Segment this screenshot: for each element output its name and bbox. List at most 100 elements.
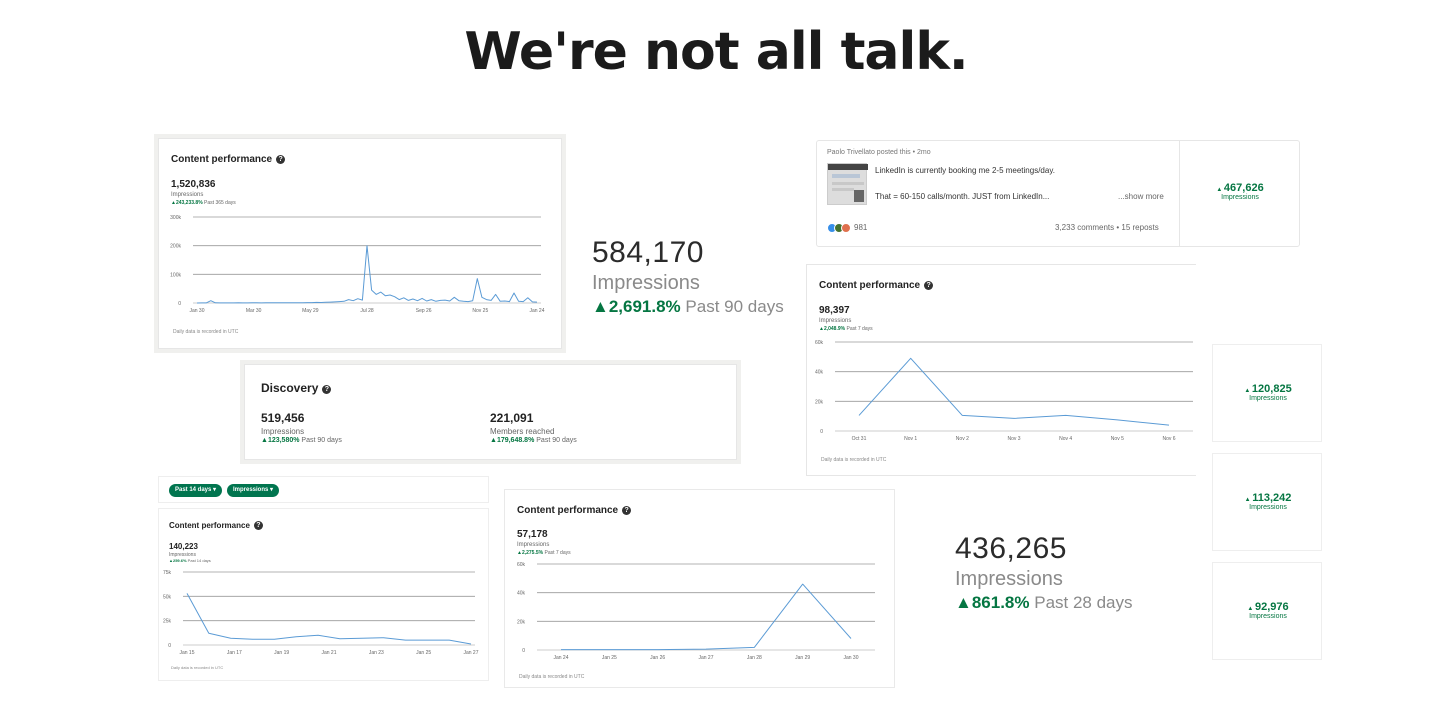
post-impressions: ▲ 467,626 Impressions <box>1180 182 1300 201</box>
impressions-value: 120,825 <box>1251 383 1292 395</box>
impressions-delta: ▲2,691.8% Past 90 days <box>592 297 784 316</box>
post-line-1: LinkedIn is currently booking me 2-5 mee… <box>875 166 1055 175</box>
love-icon <box>841 223 851 233</box>
x-tick-label: Nov 2 <box>956 436 969 442</box>
card-title: Content performance? <box>169 521 263 530</box>
impressions-chart-14-days: 0 25k 50k 75k Jan 15 Jan 17 Jan 19 Jan 21 Jan 23… <box>163 570 479 656</box>
card-title: Content performance? <box>171 154 286 165</box>
impressions-series-line[interactable] <box>186 593 472 645</box>
page-headline: We're not all talk. <box>464 22 968 82</box>
y-tick-label: 75k <box>163 570 172 576</box>
members-reached-delta: ▲179,648.8% Past 90 days <box>490 437 577 444</box>
x-tick-label: Jan 24 <box>553 655 568 661</box>
x-tick-label: Jan 26 <box>650 655 665 661</box>
help-icon[interactable]: ? <box>276 155 286 164</box>
help-icon[interactable]: ? <box>622 506 632 515</box>
x-tick-label: Jan 27 <box>463 650 478 656</box>
comments-reposts[interactable]: 3,233 comments • 15 reposts <box>1055 223 1159 232</box>
x-tick-label: Jan 27 <box>698 655 713 661</box>
x-tick-label: Jul 28 <box>360 308 374 314</box>
x-tick-label: Jan 21 <box>321 650 336 656</box>
impressions-series-line[interactable] <box>561 583 852 651</box>
y-tick-label: 0 <box>820 429 823 435</box>
discovery-impressions-label: Impressions <box>261 427 305 436</box>
discovery-impressions-value: 519,456 <box>261 411 305 425</box>
filter-bar: Past 14 days ▾ Impressions ▾ <box>158 476 489 503</box>
utc-footnote: Daily data is recorded in UTC <box>519 674 585 680</box>
members-reached-label: Members reached <box>490 427 555 436</box>
content-performance-card-7-days-jan: Content performance? 57,178 Impressions … <box>504 489 895 688</box>
impressions-delta: ▲2,048.9% Past 7 days <box>819 326 873 332</box>
impressions-label: Impressions <box>955 568 1063 590</box>
impressions-label: Impressions <box>1249 395 1287 402</box>
x-tick-label: May 29 <box>302 308 319 314</box>
content-performance-card-365: Content performance? 1,520,836 Impressio… <box>158 138 562 349</box>
y-tick-label: 20k <box>815 399 824 405</box>
help-icon[interactable]: ? <box>322 385 332 394</box>
y-tick-label: 25k <box>163 619 172 625</box>
impressions-label: Impressions <box>517 542 550 548</box>
content-performance-card-14-days: Content performance? 140,223 Impressions… <box>158 508 489 681</box>
x-tick-label: Oct 31 <box>852 436 867 442</box>
chevron-down-icon: ▾ <box>213 487 217 493</box>
post-divider <box>1179 141 1180 246</box>
impressions-value: 98,397 <box>819 305 850 316</box>
impressions-label: Impressions <box>169 552 196 558</box>
y-tick-label: 60k <box>517 562 526 568</box>
impressions-delta: ▲2,275.5% Past 7 days <box>517 550 571 556</box>
x-tick-label: Nov 1 <box>904 436 917 442</box>
reaction-icons <box>827 223 853 233</box>
impressions-value: 467,626 <box>1223 182 1264 194</box>
help-icon[interactable]: ? <box>924 281 934 290</box>
impressions-label: Impressions <box>1249 613 1287 620</box>
x-tick-label: Nov 25 <box>472 308 488 314</box>
impressions-chart-nov: 0 20k 40k 60k Oct 31 Nov 1 Nov 2 Nov 3 Nov 4 Nov … <box>815 340 1193 442</box>
x-tick-label: Jan 25 <box>416 650 431 656</box>
impressions-chart-365: 0 100k 200k 300k Jan 30 Mar 30 May 29 Jul 28 Sep… <box>170 215 545 314</box>
x-tick-label: Mar 30 <box>246 308 262 314</box>
card-title: Content performance? <box>819 280 934 291</box>
y-tick-label: 0 <box>168 643 171 649</box>
y-tick-label: 40k <box>815 370 824 376</box>
impressions-tile-3: ▲ 92,976 Impressions <box>1212 562 1322 660</box>
x-tick-label: Jan 19 <box>274 650 289 656</box>
y-tick-label: 200k <box>170 244 181 250</box>
impressions-value: 584,170 <box>592 236 704 269</box>
impressions-label: Impressions <box>819 318 852 324</box>
y-tick-label: 60k <box>815 340 824 346</box>
linkedin-post-card[interactable]: Paolo Trivellato posted this • 2mo Linke… <box>816 140 1300 247</box>
x-tick-label: Nov 6 <box>1162 436 1175 442</box>
post-line-2: That = 60-150 calls/month. JUST from Lin… <box>875 192 1050 201</box>
content-performance-card-7-days-nov: Content performance? 98,397 Impressions … <box>806 264 1196 476</box>
show-more-link[interactable]: ...show more <box>1118 192 1164 201</box>
reaction-count[interactable]: 981 <box>854 223 868 232</box>
date-range-filter[interactable]: Past 14 days ▾ <box>169 484 223 497</box>
impressions-value: 92,976 <box>1254 601 1289 613</box>
post-thumbnail[interactable] <box>827 163 868 205</box>
x-tick-label: Jan 25 <box>602 655 617 661</box>
impressions-tile-1: ▲ 120,825 Impressions <box>1212 344 1322 442</box>
impressions-delta: ▲861.8% Past 28 days <box>955 593 1133 612</box>
impressions-label: Impressions <box>1249 504 1287 511</box>
x-tick-label: Jan 28 <box>747 655 762 661</box>
metric-filter[interactable]: Impressions ▾ <box>227 484 280 497</box>
x-tick-label: Jan 29 <box>795 655 810 661</box>
help-icon[interactable]: ? <box>253 521 263 530</box>
impressions-delta: ▲259.6% Past 14 days <box>169 558 211 563</box>
y-tick-label: 50k <box>163 594 172 600</box>
discovery-title: Discovery? <box>261 381 332 395</box>
y-tick-label: 20k <box>517 619 526 625</box>
y-tick-label: 0 <box>178 301 181 307</box>
impressions-stat-28-days: 436,265 Impressions ▲861.8% Past 28 days <box>955 532 1133 613</box>
discovery-impressions-delta: ▲123,580% Past 90 days <box>261 437 342 444</box>
y-tick-label: 40k <box>517 591 526 597</box>
x-tick-label: Nov 3 <box>1007 436 1020 442</box>
impressions-value: 1,520,836 <box>171 179 216 190</box>
utc-footnote: Daily data is recorded in UTC <box>171 665 224 670</box>
impressions-series-line[interactable] <box>196 245 538 304</box>
y-tick-label: 100k <box>170 272 181 278</box>
impressions-series-line[interactable] <box>858 357 1170 426</box>
impressions-chart-jan: 0 20k 40k 60k Jan 24 Jan 25 Jan 26 Jan 27 Jan 28… <box>517 562 875 661</box>
y-tick-label: 300k <box>170 215 181 221</box>
y-tick-label: 0 <box>522 648 525 654</box>
